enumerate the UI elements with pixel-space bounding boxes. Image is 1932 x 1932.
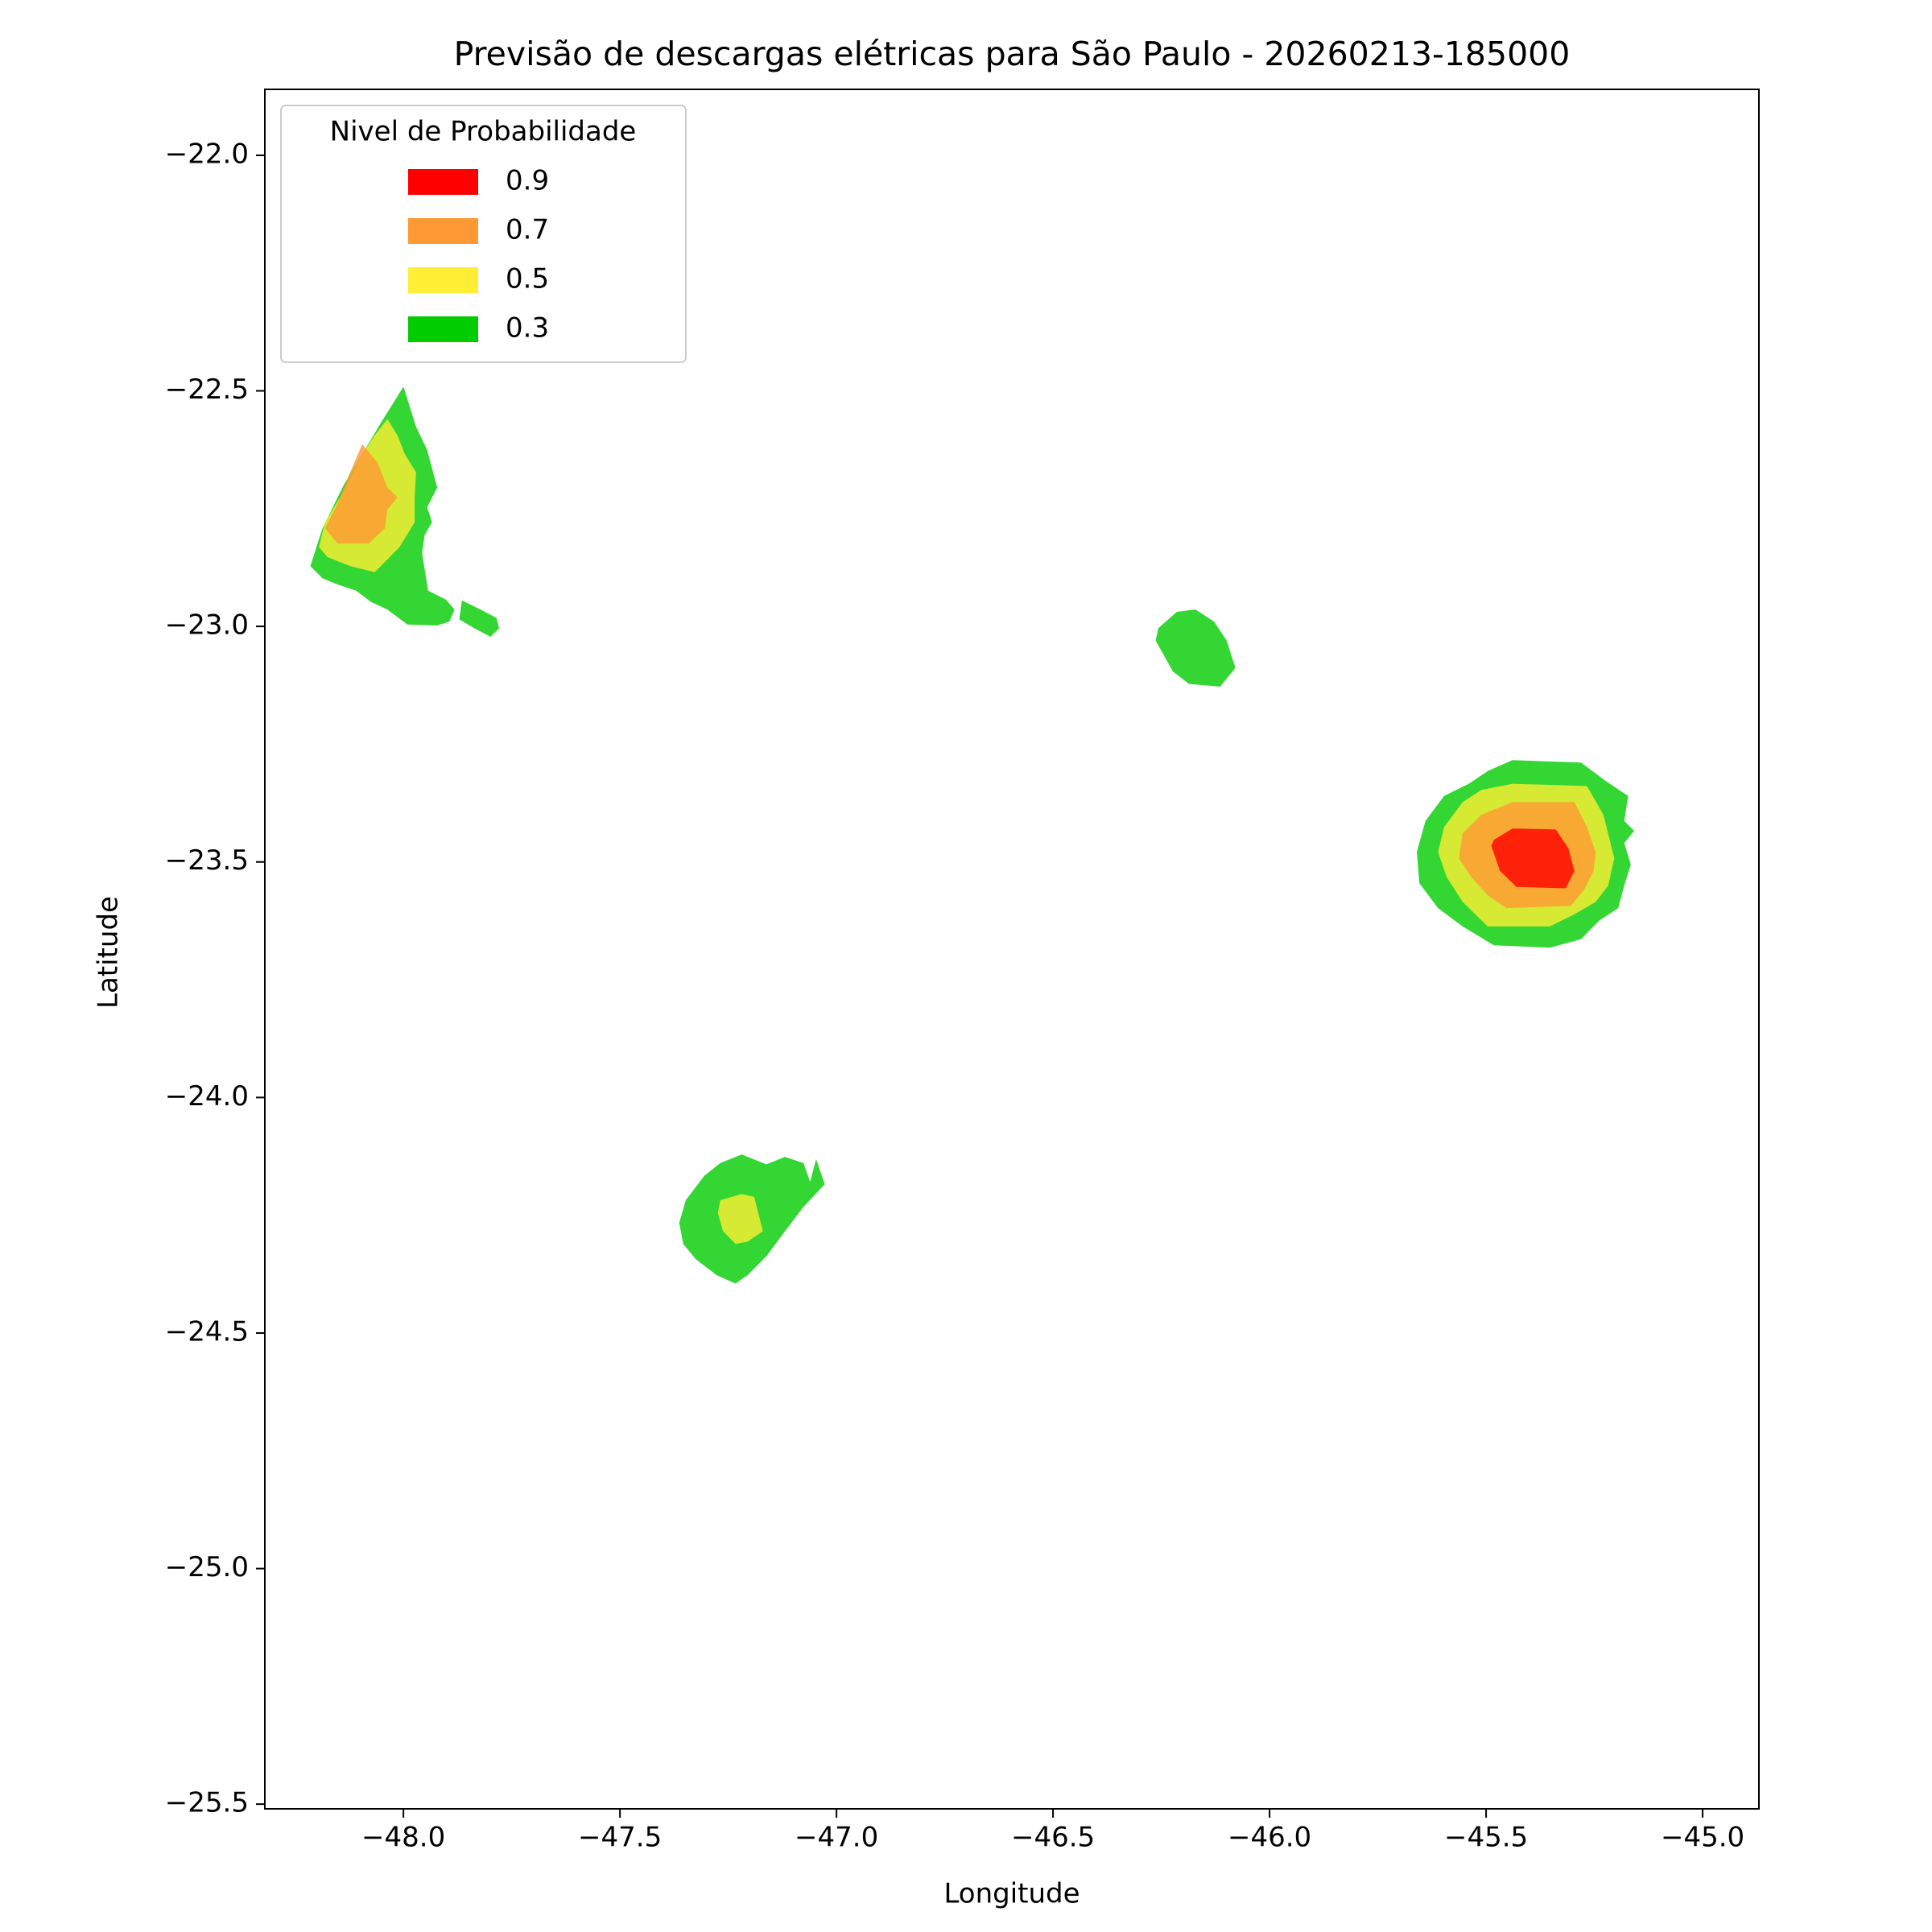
y-tick-label: −25.0 xyxy=(165,1551,249,1583)
y-tick-label: −24.0 xyxy=(165,1080,249,1113)
contour-region xyxy=(324,444,398,544)
legend-swatch xyxy=(408,316,478,342)
legend-frame xyxy=(280,105,687,363)
legend-swatch xyxy=(408,218,478,244)
y-tick-label: −22.5 xyxy=(165,374,249,406)
y-tick-label: −23.0 xyxy=(165,609,249,642)
legend-label: 0.5 xyxy=(506,263,549,295)
x-tick-label: −47.0 xyxy=(795,1822,878,1854)
x-tick-label: −48.0 xyxy=(361,1822,445,1854)
y-axis-label: Latitude xyxy=(93,896,125,1009)
legend: Nivel de Probabilidade 0.9 0.7 0.5 0.3 xyxy=(280,105,687,363)
x-tick-label: −45.5 xyxy=(1444,1822,1528,1854)
legend-swatch xyxy=(408,169,478,195)
contour-region xyxy=(459,600,499,637)
x-axis-label: Longitude xyxy=(943,1878,1080,1910)
x-tick-label: −46.5 xyxy=(1011,1822,1095,1854)
legend-label: 0.3 xyxy=(506,312,549,345)
x-tick-label: −47.5 xyxy=(578,1822,662,1854)
plot-area xyxy=(310,386,1635,1284)
legend-label: 0.7 xyxy=(506,214,549,246)
x-tick-label: −45.0 xyxy=(1661,1822,1744,1854)
legend-title: Nivel de Probabilidade xyxy=(330,116,637,148)
x-tick-label: −46.0 xyxy=(1228,1822,1311,1854)
chart-title: Previsão de descargas elétricas para São… xyxy=(454,35,1571,73)
y-tick-label: −25.5 xyxy=(165,1787,249,1819)
contour-region xyxy=(1155,609,1236,687)
axes-frame xyxy=(264,89,1760,1810)
contour-region xyxy=(1491,828,1575,889)
contour-region xyxy=(717,1194,763,1245)
legend-swatch xyxy=(408,267,478,293)
legend-label: 0.9 xyxy=(506,165,549,197)
y-tick-label: −22.0 xyxy=(165,138,249,170)
y-tick-label: −23.5 xyxy=(165,844,249,877)
y-tick-label: −24.5 xyxy=(165,1315,249,1348)
